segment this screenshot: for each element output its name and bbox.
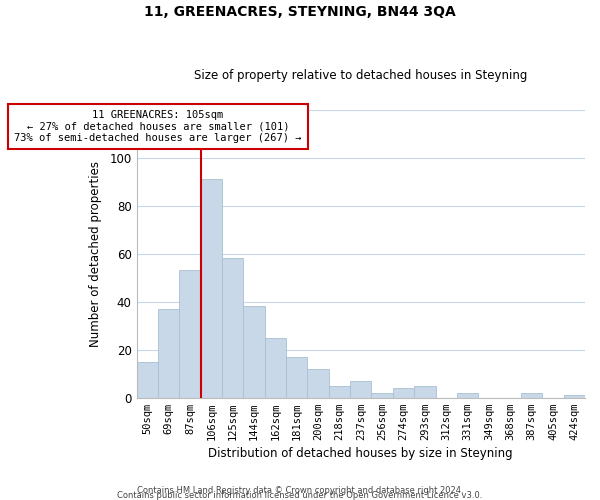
- Bar: [200, 179, 222, 398]
- Text: 11, GREENACRES, STEYNING, BN44 3QA: 11, GREENACRES, STEYNING, BN44 3QA: [144, 5, 456, 19]
- Bar: [350, 381, 371, 398]
- Bar: [158, 309, 179, 398]
- Bar: [393, 388, 414, 398]
- Bar: [521, 393, 542, 398]
- Bar: [244, 306, 265, 398]
- Bar: [265, 338, 286, 398]
- Bar: [371, 393, 393, 398]
- Title: Size of property relative to detached houses in Steyning: Size of property relative to detached ho…: [194, 69, 527, 82]
- Text: Contains public sector information licensed under the Open Government Licence v3: Contains public sector information licen…: [118, 491, 482, 500]
- Bar: [563, 396, 585, 398]
- Bar: [286, 357, 307, 398]
- Bar: [307, 369, 329, 398]
- Bar: [457, 393, 478, 398]
- Bar: [414, 386, 436, 398]
- Text: 11 GREENACRES: 105sqm
← 27% of detached houses are smaller (101)
73% of semi-det: 11 GREENACRES: 105sqm ← 27% of detached …: [14, 110, 302, 143]
- Bar: [329, 386, 350, 398]
- Bar: [222, 258, 244, 398]
- Bar: [137, 362, 158, 398]
- X-axis label: Distribution of detached houses by size in Steyning: Distribution of detached houses by size …: [208, 447, 513, 460]
- Y-axis label: Number of detached properties: Number of detached properties: [89, 160, 103, 346]
- Bar: [179, 270, 200, 398]
- Text: Contains HM Land Registry data © Crown copyright and database right 2024.: Contains HM Land Registry data © Crown c…: [137, 486, 463, 495]
